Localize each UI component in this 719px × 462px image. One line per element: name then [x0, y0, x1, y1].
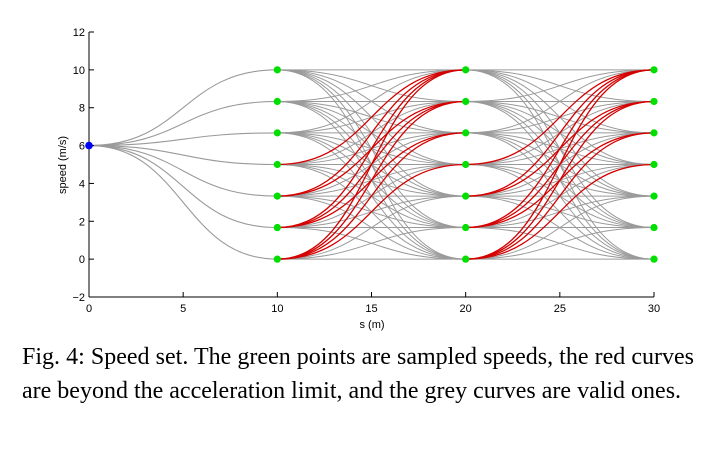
invalid-curve-1-0-4	[465, 132, 655, 260]
sampled-point	[462, 192, 470, 200]
speed-curve-start-6	[88, 69, 278, 147]
valid-curve-0-6-4	[277, 69, 466, 134]
invalid-curve-1-2-5	[465, 100, 655, 197]
invalid-curve-1-3-6	[465, 69, 655, 166]
speed-curve-start-1	[88, 145, 278, 229]
x-tick-label-0: 0	[86, 303, 92, 315]
x-axis-label: s (m)	[359, 319, 384, 331]
sampled-point	[650, 97, 658, 106]
sampled-point	[273, 192, 281, 200]
speed-curve-start-2	[88, 145, 278, 197]
sampled-point	[462, 223, 470, 232]
y-tick-label-4: 4	[79, 178, 85, 190]
valid-curve-1-6-5	[465, 69, 655, 102]
y-tick-label-8: 8	[79, 103, 85, 115]
invalid-curve-1-1-4	[465, 132, 655, 229]
x-tick-label-15: 15	[365, 303, 377, 315]
invalid-curve-0-0-3	[277, 163, 466, 260]
invalid-curves-layer	[277, 69, 655, 260]
sampled-point	[462, 129, 470, 137]
start-point	[85, 141, 93, 150]
speed-curve-start-3	[88, 145, 278, 166]
y-axis-label: speed (m/s)	[57, 136, 69, 194]
sampled-point	[462, 255, 470, 263]
valid-curve-0-6-5	[277, 69, 466, 102]
sampled-point	[650, 192, 658, 200]
x-tick-label-25: 25	[554, 303, 566, 315]
x-tick-label-5: 5	[180, 303, 186, 315]
y-tick-label--2: −2	[72, 292, 85, 304]
sampled-point	[650, 66, 658, 74]
y-tick-label-10: 10	[73, 65, 85, 77]
y-tick-label-12: 12	[73, 27, 85, 39]
invalid-curve-0-0-4	[277, 132, 466, 260]
sampled-point	[462, 97, 470, 106]
sampled-point	[650, 255, 658, 263]
invalid-curve-0-2-5	[277, 100, 466, 197]
x-tick-label-30: 30	[648, 303, 660, 315]
sampled-points-layer	[85, 66, 658, 263]
x-tick-label-10: 10	[271, 303, 283, 315]
invalid-curve-1-1-5	[465, 100, 655, 229]
invalid-curve-1-2-6	[465, 69, 655, 197]
sampled-point	[273, 129, 281, 137]
sampled-point	[462, 160, 470, 169]
valid-curve-1-1-0	[465, 227, 655, 260]
figure-caption: Fig. 4: Speed set. The green points are …	[22, 344, 694, 404]
sampled-point	[273, 160, 281, 169]
invalid-curve-0-3-6	[277, 69, 466, 166]
x-tick-label-20: 20	[460, 303, 472, 315]
sampled-point	[462, 66, 470, 74]
sampled-point	[273, 255, 281, 263]
speed-curve-start-4	[88, 132, 278, 147]
invalid-curve-0-2-6	[277, 69, 466, 197]
invalid-curve-1-0-3	[465, 163, 655, 260]
sampled-point	[650, 223, 658, 232]
valid-curve-0-2-0	[277, 195, 466, 260]
y-tick-label-2: 2	[79, 216, 85, 228]
speed-curve-start-0	[88, 145, 278, 260]
sampled-point	[273, 66, 281, 74]
sampled-point	[273, 97, 281, 106]
speed-set-figure: 0 5 10 15 20 25 30 −2 0 2 4 6 8 10 12 s (m) speed (m/s…	[57, 27, 660, 331]
invalid-curve-0-1-4	[277, 132, 466, 229]
valid-curve-1-6-4	[465, 69, 655, 134]
valid-curve-0-1-0	[277, 227, 466, 260]
sampled-point	[650, 129, 658, 137]
y-tick-label-0: 0	[79, 254, 85, 266]
y-tick-label-6: 6	[79, 141, 85, 153]
invalid-curve-0-1-5	[277, 100, 466, 229]
speed-curve-start-5	[88, 100, 278, 147]
valid-curve-1-2-0	[465, 195, 655, 260]
sampled-point	[650, 160, 658, 169]
sampled-point	[273, 223, 281, 232]
